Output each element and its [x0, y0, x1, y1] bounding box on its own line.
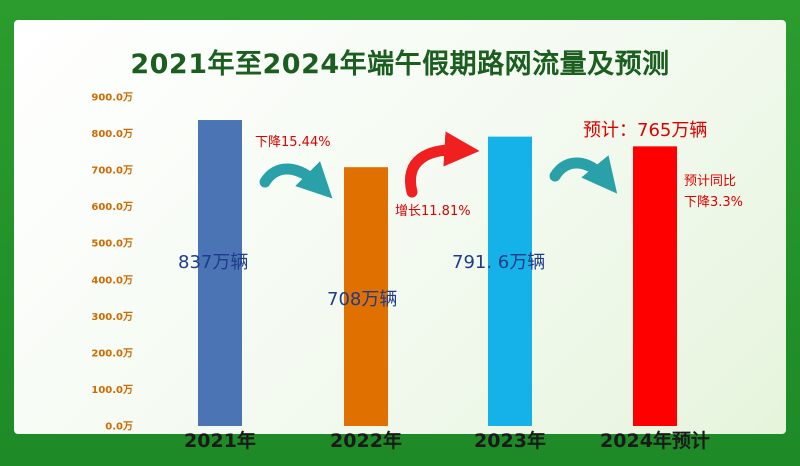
change-2022-label: 下降15.44% — [255, 135, 331, 150]
y-tick-label: 600.0万 — [91, 201, 133, 213]
y-tick-label: 800.0万 — [91, 128, 133, 140]
forecast-change-line2: 下降3.3% — [684, 195, 743, 210]
forecast-decrease-arrow-icon — [549, 155, 618, 194]
y-tick-label: 900.0万 — [91, 92, 133, 104]
increase-arrow-icon — [405, 131, 480, 198]
x-tick-label: 2022年 — [330, 429, 402, 452]
bar-2 — [344, 167, 388, 427]
bar-4 — [633, 146, 677, 426]
y-tick-label: 200.0万 — [91, 347, 133, 359]
x-tick-label: 2024年预计 — [600, 429, 710, 452]
y-tick-label: 100.0万 — [91, 384, 133, 396]
y-tick-label: 300.0万 — [91, 311, 133, 323]
y-tick-label: 0.0万 — [105, 421, 133, 433]
decrease-arrow-icon — [259, 161, 333, 199]
x-tick-label: 2021年 — [184, 429, 256, 452]
forecast-change-line1: 预计同比 — [684, 174, 736, 189]
bar-value-label: 791. 6万辆 — [452, 252, 545, 273]
y-tick-label: 700.0万 — [91, 165, 133, 177]
y-axis-ticks: 0.0万 100.0万 200.0万 300.0万 400.0万 500.0万 600.0万… — [91, 92, 133, 433]
forecast-value-label: 预计：765万辆 — [583, 120, 707, 141]
bar-value-label: 837万辆 — [178, 252, 248, 273]
change-2023-label: 增长11.81% — [395, 204, 471, 219]
y-tick-label: 400.0万 — [91, 274, 133, 286]
bar-value-label: 708万辆 — [327, 289, 397, 310]
x-axis-labels: 2021年 2022年 2023年 2024年预计 — [184, 429, 710, 452]
bar-3 — [488, 136, 532, 426]
x-tick-label: 2023年 — [474, 429, 546, 452]
bars — [198, 120, 677, 427]
chart-title: 2021年至2024年端午假期路网流量及预测 — [130, 49, 670, 80]
bar-1 — [198, 120, 242, 426]
bar-value-labels: 837万辆 708万辆 791. 6万辆 — [178, 252, 545, 310]
y-tick-label: 500.0万 — [91, 238, 133, 250]
